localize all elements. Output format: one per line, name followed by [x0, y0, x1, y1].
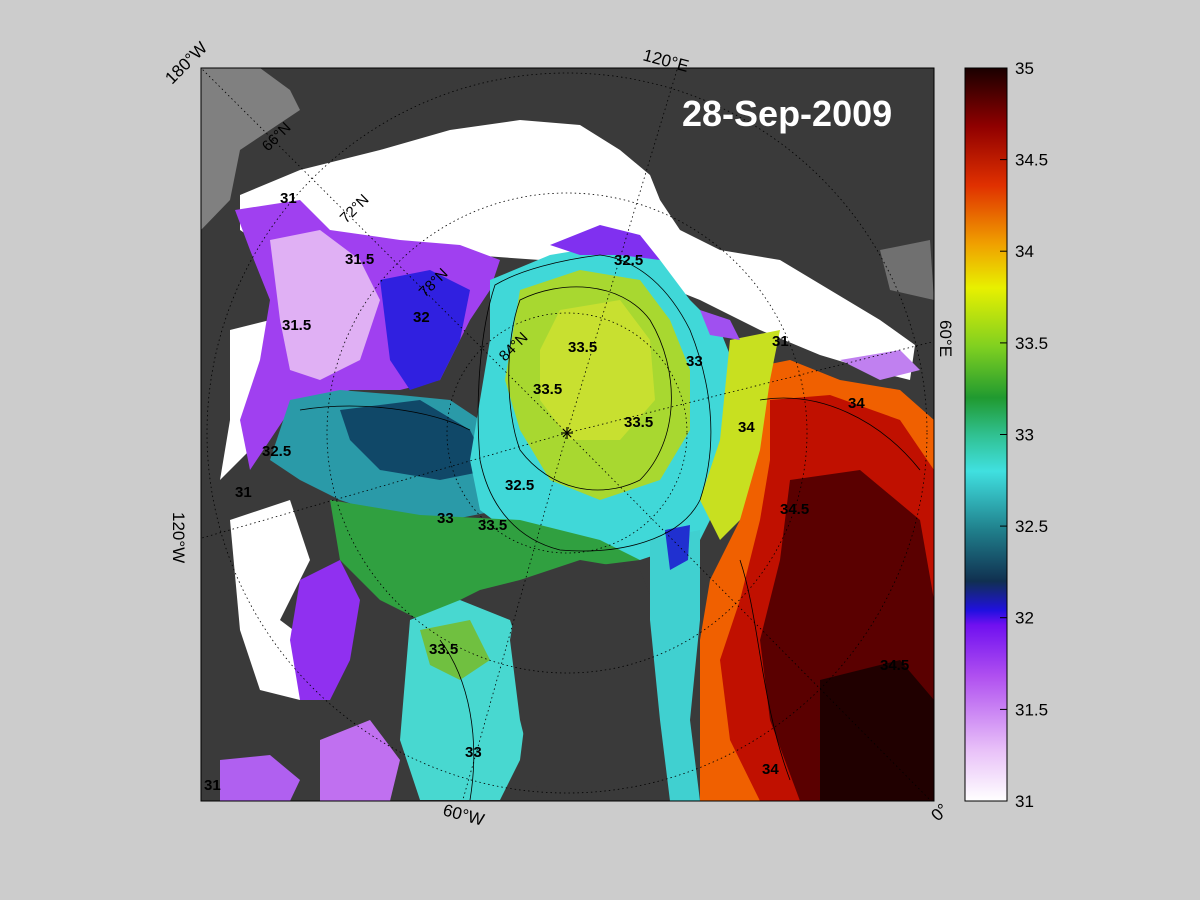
salinity-zone-atlantic-core [820, 660, 934, 801]
contour-label: 33 [686, 353, 703, 370]
salinity-zone-fram-blue [665, 525, 690, 570]
no-data-area-nw [201, 68, 300, 230]
contour-label-group: 31 31.5 31.5 32 32.5 32.5 32.5 33 33 33 … [204, 190, 909, 794]
contour-label: 33.5 [429, 641, 458, 658]
colorbar-tick-label: 31 [1015, 792, 1034, 811]
colorbar-tick-label: 34.5 [1015, 151, 1048, 170]
contour-label: 32 [413, 309, 430, 326]
contour-label: 33.5 [568, 339, 597, 356]
edge-label-120w: 120°W [169, 512, 188, 563]
salinity-zone-fram [650, 530, 700, 801]
salinity-zone-archipelago [330, 500, 640, 620]
salinity-zone-32 [380, 270, 470, 390]
colorbar-tick-label: 32 [1015, 609, 1034, 628]
salinity-zone-kara [700, 310, 740, 340]
edge-label-60e: 60°E [936, 320, 955, 357]
contour-label: 32.5 [614, 252, 643, 269]
contour-label: 31 [204, 777, 221, 794]
contour-label: 32.5 [505, 477, 534, 494]
salinity-zone-33-5-inner [540, 300, 655, 440]
contour-label: 33.5 [478, 517, 507, 534]
colorbar-tick-label: 34 [1015, 242, 1034, 261]
colorbar-tick-label: 33 [1015, 426, 1034, 445]
contour-lines [299, 254, 921, 801]
contour-label: 33 [437, 510, 454, 527]
contour-label: 33.5 [624, 414, 653, 431]
salinity-zone-barents-front [700, 330, 780, 540]
contour-label: 33 [465, 744, 482, 761]
colorbar-tick-label: 32.5 [1015, 517, 1048, 536]
contour-label: 31 [772, 333, 789, 350]
salinity-zone-low [270, 230, 380, 380]
contour-label: 34.5 [780, 501, 809, 518]
map-panel: 31 31.5 31.5 32 32.5 32.5 32.5 33 33 33 … [201, 68, 934, 801]
contour-label: 31 [235, 484, 252, 501]
salinity-zone-labrador [320, 720, 400, 801]
salinity-zone-laptev [840, 350, 920, 380]
colorbar: 35 34.5 34 33.5 33 32.5 32 31.5 31 [964, 59, 1048, 811]
contour-label: 31 [280, 190, 297, 207]
colorbar-tick-label: 35 [1015, 59, 1034, 78]
colorbar-tick-label: 31.5 [1015, 700, 1048, 719]
contour-label: 34 [762, 761, 779, 778]
edge-label-60w: 60°W [441, 801, 486, 830]
contour-label: 33.5 [533, 381, 562, 398]
salinity-zone-deep-teal [340, 400, 490, 480]
salinity-zone-sw-purple [220, 755, 300, 801]
graticule [201, 68, 934, 801]
contour-label: 34 [848, 395, 865, 412]
colorbar-ticks [1000, 67, 1007, 802]
colorbar-tick-label: 33.5 [1015, 334, 1048, 353]
contour-label: 31.5 [282, 317, 311, 334]
north-pole-marker [561, 427, 573, 439]
contour-label: 34 [738, 419, 755, 436]
no-data-area-ne [880, 240, 934, 300]
contour-label: 32.5 [262, 443, 291, 460]
salinity-zone-ice-edge [550, 225, 660, 260]
contour-label: 31.5 [345, 251, 374, 268]
salinity-zone-south-purple [290, 560, 360, 700]
contour-label: 34.5 [880, 657, 909, 674]
edge-label-0: 0° [927, 800, 952, 825]
map-border [200, 67, 935, 802]
date-stamp: 28-Sep-2009 [682, 93, 892, 134]
greenland-land [510, 560, 690, 801]
